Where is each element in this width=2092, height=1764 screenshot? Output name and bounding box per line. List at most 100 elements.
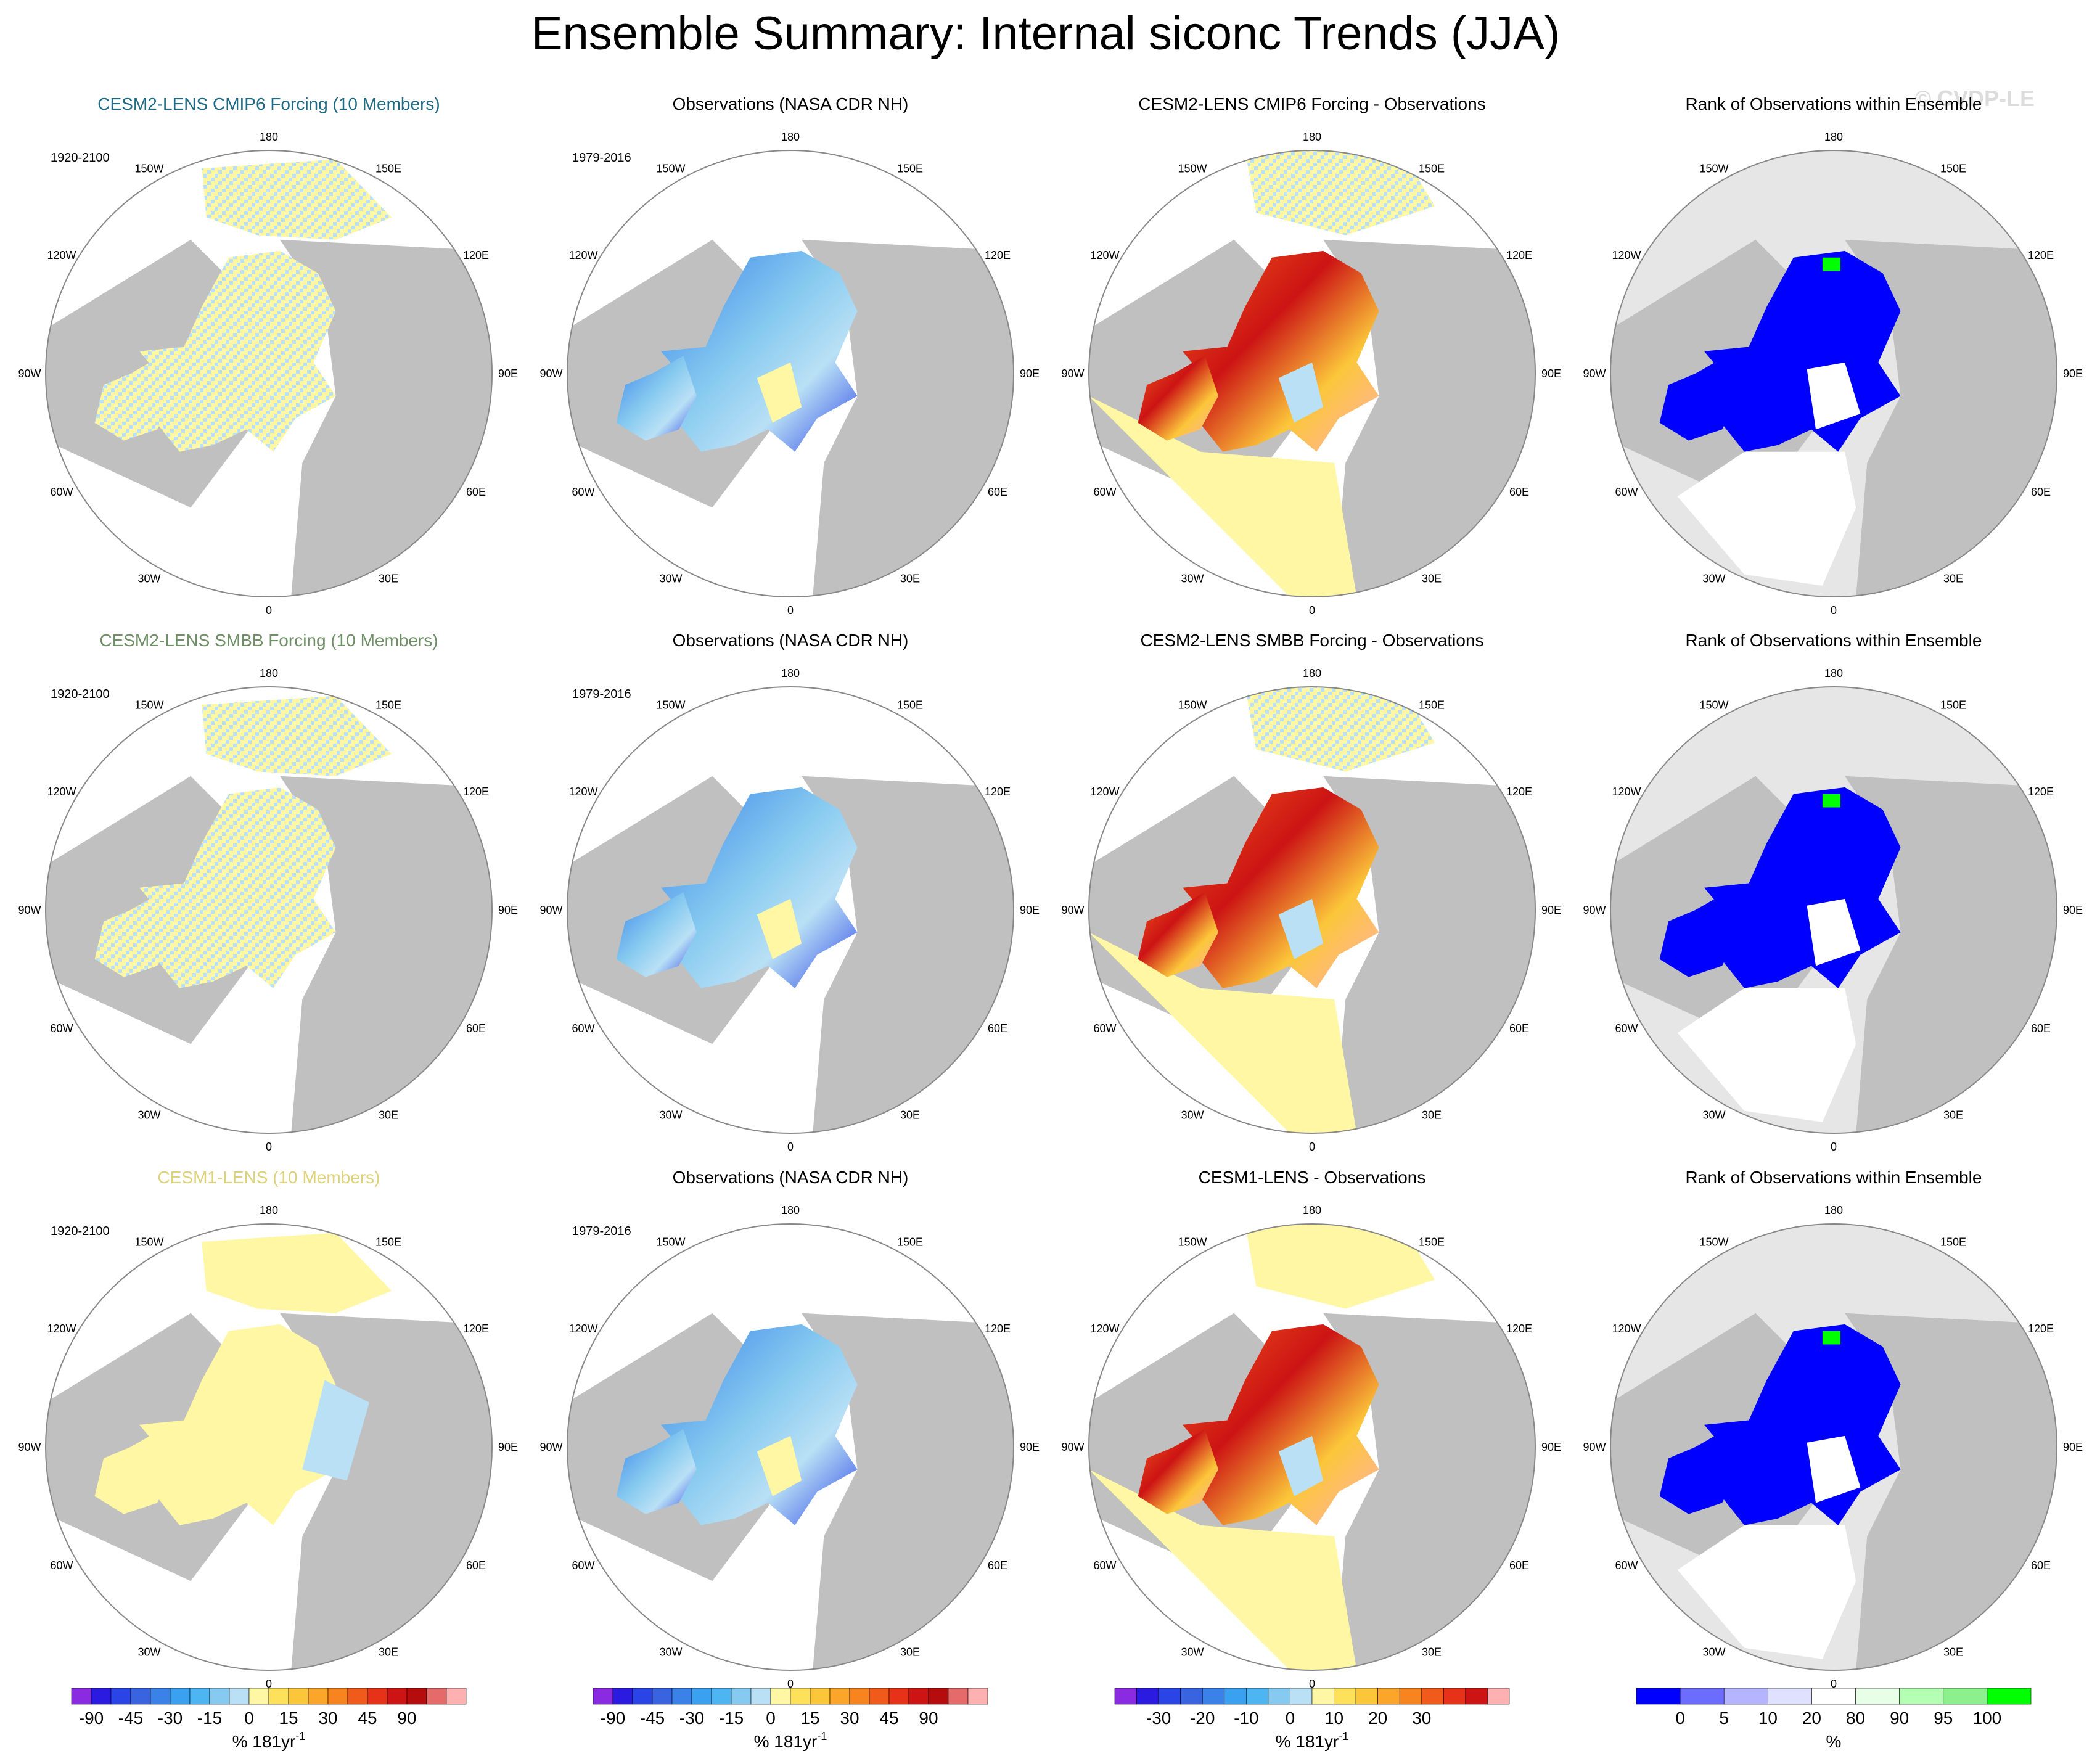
colorbar-swatch [750,1688,771,1705]
lon-label: 30W [137,1646,160,1659]
lon-label: 150E [1940,162,1966,174]
colorbar-swatch [810,1688,831,1705]
lon-label: 150E [897,162,923,174]
lon-label: 60E [1509,1559,1529,1572]
colorbar-tick-label: 30 [318,1709,337,1728]
panel-title: CESM2-LENS CMIP6 Forcing (10 Members) [97,94,440,113]
colorbar-tick-label: 10 [1324,1709,1343,1728]
map-border [1610,150,2057,597]
lon-label: 30E [1422,573,1442,585]
colorbar-units: % 181yr-1 [754,1730,827,1751]
lon-label: 150W [134,1236,163,1248]
colorbar-swatch [229,1688,250,1705]
lon-label: 120W [47,249,76,261]
land-eurasia [1845,1313,2057,1670]
lon-label: 90W [539,904,562,916]
panel-obs-row-3: Observations (NASA CDR NH) 1979-2016 180 15… [539,1168,1040,1690]
colorbar-swatch [387,1688,408,1705]
lon-label: 60W [1615,486,1638,498]
lon-label: 150W [656,699,685,711]
diff-field [1245,1224,1435,1309]
lon-label: 120W [1612,249,1641,261]
colorbar-swatch [1202,1688,1225,1705]
colorbar-tick-label: 95 [1934,1709,1953,1728]
obs-trend-field [616,892,697,977]
lon-label: 180 [1824,131,1843,143]
colorbar-swatch [1246,1688,1269,1705]
panel-rank-row-3: Rank of Observations within Ensemble 180 1… [1583,1168,2083,1690]
colorbar-swatch [426,1688,447,1705]
colorbar-swatch [1465,1688,1488,1705]
lon-label: 120W [568,786,597,798]
lon-label: 0 [266,604,272,617]
lon-label: 120E [1506,249,1532,261]
lon-label: 90E [1541,1441,1561,1453]
colorbar-tick-label: -10 [1234,1709,1258,1728]
diff-field [1089,396,1357,597]
panel-title: Rank of Observations within Ensemble [1686,94,1982,113]
map-border [1610,1223,2057,1671]
colorbar-tick-label: 0 [1286,1709,1295,1728]
obs-trend-field [757,362,802,423]
colorbar-tick-label: 0 [244,1709,254,1728]
diff-field [1183,1324,1379,1525]
lon-label: 0 [787,1678,794,1690]
lon-label: 0 [1309,1678,1315,1690]
lon-label: 180 [1303,1204,1321,1216]
map-border [1088,1223,1536,1671]
lon-label: 60W [1615,1559,1638,1572]
map-border [45,686,493,1134]
lon-label: 180 [1824,1204,1843,1216]
panel-diff-row-3: CESM1-LENS - Observations 180 150E 120E 90E 6… [1061,1168,1561,1690]
lon-label: 120E [463,786,489,798]
lon-label: 90W [539,367,562,380]
trend-field [202,159,392,240]
figure-title: Ensemble Summary: Internal siconc Trends… [531,7,1560,60]
colorbar-swatch [91,1688,112,1705]
colorbar-swatch [967,1688,988,1705]
colorbar-swatch [790,1688,811,1705]
rank-field [1659,356,1740,441]
lon-label: 150E [1419,1236,1445,1248]
lon-label: 90W [1061,904,1084,916]
rank-field [1822,794,1840,808]
colorbar-swatch [1768,1688,1812,1705]
lon-label: 150E [1419,162,1445,174]
lon-label: 120E [463,249,489,261]
land-eurasia [1845,239,2057,597]
trend-field [139,250,336,452]
lon-label: 60W [572,1559,594,1572]
lon-label: 90E [498,1441,518,1453]
rank-field [1677,451,1856,586]
colorbar-tick-label: 90 [919,1709,938,1728]
colorbar-tick-label: -90 [601,1709,625,1728]
colorbar-swatch [1855,1688,1900,1705]
lon-label: 60E [2031,1022,2051,1035]
colorbar-trend-obs: -90 -45 -30 -15 0 15 30 45 90 % 181yr-1 [593,1688,988,1751]
colorbar-tick-label: 5 [1719,1709,1729,1728]
lon-label: 90W [18,904,41,916]
colorbar-tick-label: 80 [1846,1709,1865,1728]
lon-label: 0 [1831,604,1837,617]
colorbar-swatch [446,1688,467,1705]
panel-title: CESM2-LENS SMBB Forcing (10 Members) [99,631,438,650]
colorbar-swatch [1987,1688,2032,1705]
lon-label: 60W [1093,1022,1116,1035]
colorbar-swatch [130,1688,151,1705]
lon-label: 30W [1702,1109,1725,1122]
colorbar-swatch [1268,1688,1290,1705]
lon-label: 180 [781,1204,800,1216]
obs-trend-field [616,1429,697,1514]
lon-label: 180 [260,667,278,679]
period-label: 1979-2016 [572,151,631,165]
lon-label: 0 [1831,1678,1837,1690]
diff-field [1138,892,1218,977]
colorbar-swatch [1421,1688,1444,1705]
colorbar-tick-label: 45 [358,1709,377,1728]
lon-label: 90W [1061,367,1084,380]
lon-label: 30E [379,1109,398,1122]
colorbar-swatch [1290,1688,1313,1705]
colorbar-swatch [170,1688,191,1705]
map-border [1088,150,1536,597]
lon-label: 60E [1509,1022,1529,1035]
